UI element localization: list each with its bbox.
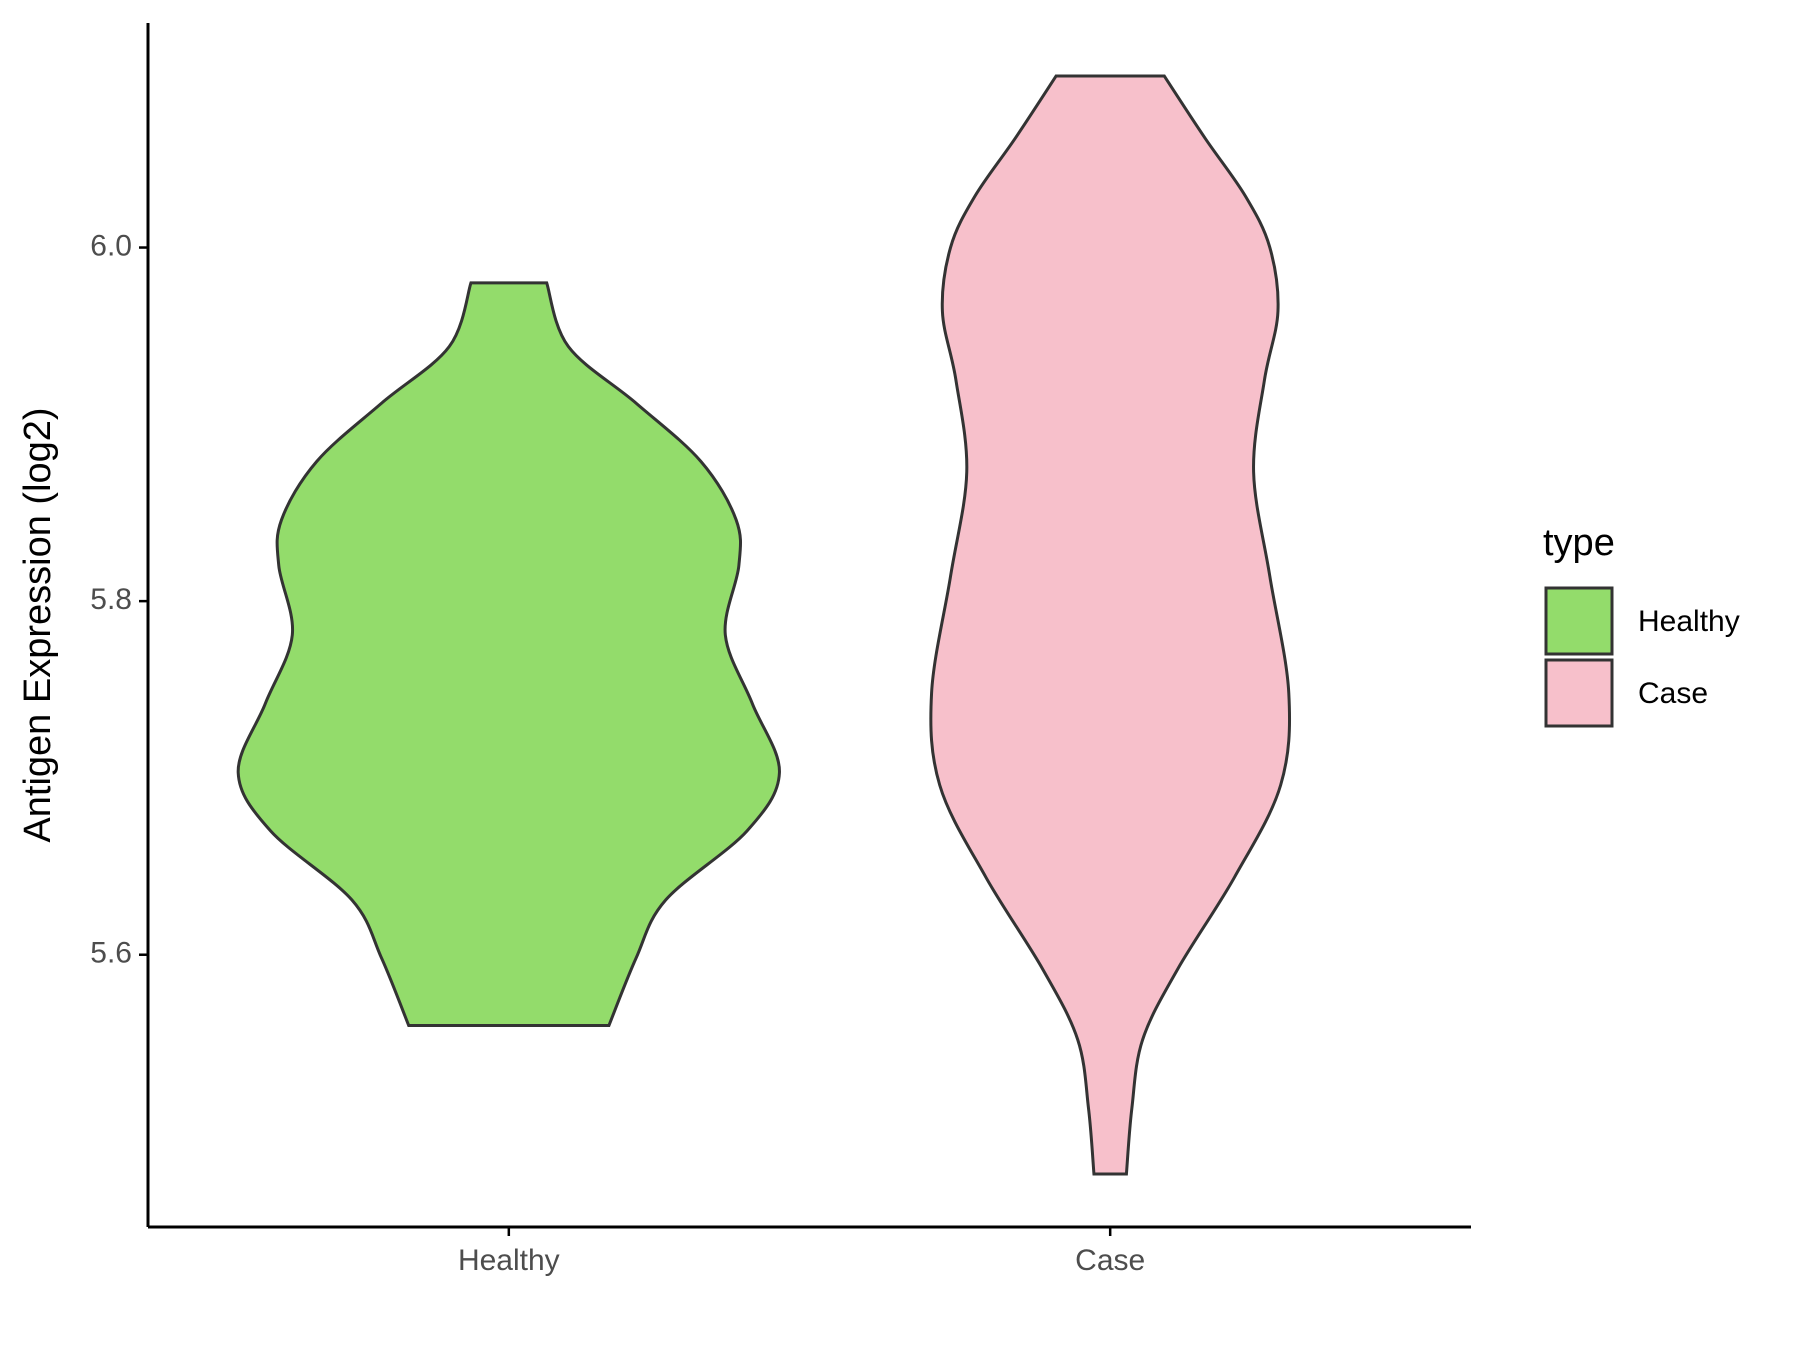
- x-tick-label: Case: [1075, 1244, 1145, 1277]
- legend-swatch: [1544, 658, 1614, 728]
- y-tick-label: 5.8: [90, 583, 132, 616]
- legend-title: type: [1543, 522, 1615, 564]
- y-axis-label: Antigen Expression (log2): [17, 407, 59, 842]
- violin: [929, 74, 1292, 1176]
- y-tick-label: 5.6: [90, 937, 132, 970]
- violin: [236, 281, 781, 1027]
- x-tick-label: Healthy: [458, 1244, 560, 1277]
- legend-swatch: [1544, 586, 1614, 656]
- legend-label: Case: [1638, 677, 1708, 710]
- legend-label: Healthy: [1638, 605, 1740, 638]
- y-tick-label: 6.0: [90, 229, 132, 262]
